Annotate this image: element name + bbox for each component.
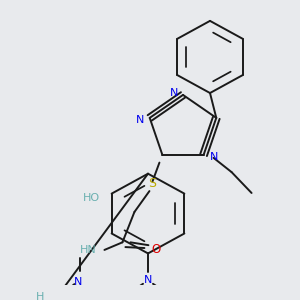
Text: N: N	[74, 277, 82, 287]
Text: HO: HO	[83, 194, 100, 203]
Text: N: N	[209, 152, 218, 162]
Text: HN: HN	[80, 245, 97, 255]
Text: H: H	[36, 292, 45, 300]
Text: N: N	[136, 115, 144, 125]
Text: N: N	[170, 88, 178, 98]
Text: S: S	[148, 177, 156, 190]
Text: N: N	[144, 275, 152, 285]
Text: O: O	[152, 243, 161, 256]
